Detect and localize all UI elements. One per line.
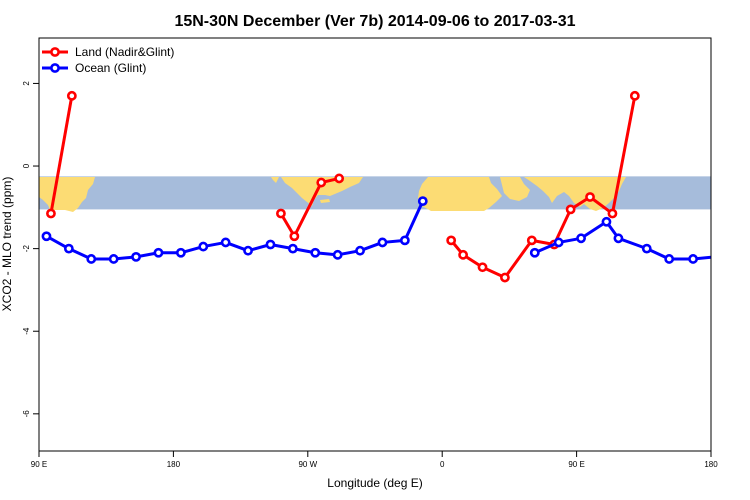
data-point <box>613 233 624 244</box>
data-point <box>86 254 97 264</box>
data-point <box>664 254 675 264</box>
chart-title: 15N-30N December (Ver 7b) 2014-09-06 to … <box>174 13 575 30</box>
data-point <box>287 243 298 254</box>
world-map-band <box>39 176 711 212</box>
data-point <box>446 235 457 246</box>
series-land <box>46 90 640 283</box>
y-axis-label: XCO2 - MLO trend (ppm) <box>0 177 14 312</box>
x-tick-label: 0 <box>440 460 445 469</box>
series-line <box>49 95 74 214</box>
y-tick-label: 0 <box>22 163 31 168</box>
plot-frame <box>38 37 712 452</box>
y-tick-label: -6 <box>22 410 31 418</box>
data-point <box>41 231 52 242</box>
series-line <box>534 220 711 261</box>
data-point <box>108 254 119 264</box>
legend: Land (Nadir&Glint) Ocean (Glint) <box>42 45 174 75</box>
legend-label: Land (Nadir&Glint) <box>75 45 174 59</box>
data-point <box>529 247 540 258</box>
legend-marker <box>50 63 60 73</box>
data-point <box>243 245 253 256</box>
data-point <box>265 239 276 250</box>
data-point <box>688 254 698 264</box>
map-land-baja <box>271 177 279 183</box>
y-tick-label: -2 <box>22 245 31 253</box>
data-point <box>553 237 564 248</box>
data-point <box>66 90 77 101</box>
legend-marker <box>50 47 60 57</box>
series-line <box>45 200 425 261</box>
data-point <box>477 262 488 273</box>
map-land-north-america <box>281 177 363 206</box>
data-point <box>334 173 345 184</box>
series-ocean <box>41 196 741 264</box>
map-land-arabia <box>500 177 530 201</box>
data-point <box>355 245 365 256</box>
map-land <box>39 177 626 212</box>
data-point <box>220 237 231 248</box>
data-point <box>332 249 343 260</box>
data-point <box>641 243 652 254</box>
data-point <box>734 247 741 254</box>
data-point <box>500 272 510 283</box>
data-point <box>565 204 576 215</box>
x-tick-label: 90 E <box>568 460 584 469</box>
data-point <box>601 216 612 227</box>
map-land-africa <box>418 177 502 211</box>
legend-label: Ocean (Glint) <box>75 61 146 75</box>
data-point <box>316 177 327 188</box>
y-tick-label: -4 <box>22 327 31 335</box>
data-point <box>417 196 428 207</box>
map-land-india-east-asia <box>524 177 626 211</box>
map-land-caribbean <box>320 199 330 203</box>
data-point <box>629 90 640 101</box>
data-point <box>377 237 388 248</box>
data-point <box>310 247 321 258</box>
series-line <box>279 176 340 238</box>
x-tick-label: 90 W <box>298 460 317 469</box>
series-line <box>450 95 637 280</box>
data-point <box>63 243 74 254</box>
series-layer <box>41 90 741 283</box>
y-tick-label: 2 <box>22 81 31 86</box>
data-point <box>526 235 537 246</box>
data-point <box>458 249 469 260</box>
data-point <box>607 208 618 219</box>
x-tick-label: 180 <box>704 460 718 469</box>
data-point <box>576 233 586 244</box>
data-point <box>289 231 300 242</box>
data-point <box>399 235 410 246</box>
data-point <box>198 241 209 252</box>
x-tick-label: 180 <box>167 460 181 469</box>
data-point <box>131 251 141 262</box>
data-point <box>153 247 164 258</box>
data-point <box>585 192 595 202</box>
data-point <box>46 208 56 219</box>
x-axis-label: Longitude (deg E) <box>327 476 422 490</box>
data-point <box>710 254 711 259</box>
data-point <box>175 247 186 258</box>
x-tick-label: 90 E <box>31 460 47 469</box>
axes-layer: 90 E 180 90 W 0 90 E 180 2 0 -2 -4 -6 <box>22 81 718 469</box>
data-point <box>276 208 286 219</box>
